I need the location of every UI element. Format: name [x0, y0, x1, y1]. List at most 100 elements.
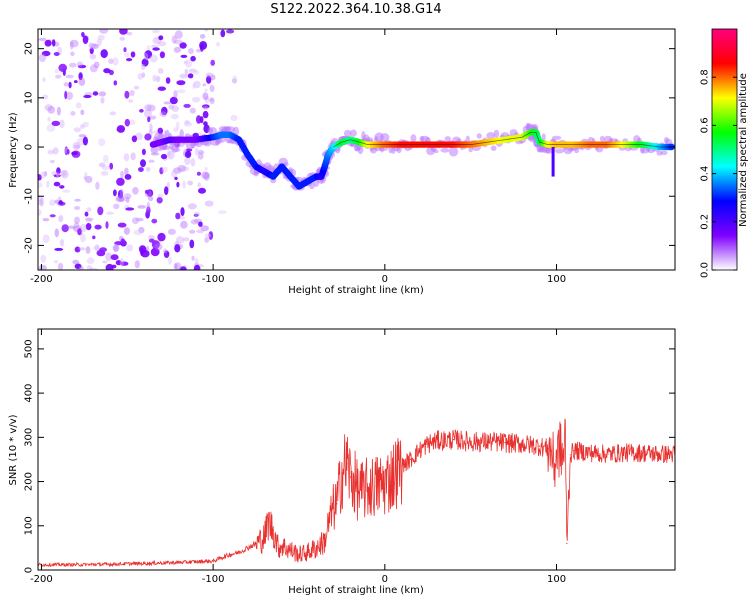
ridge-halo [541, 133, 546, 141]
noise-blob [53, 52, 60, 56]
noise-blob [96, 38, 102, 47]
noise-blob [78, 247, 86, 251]
x-tick-label: 0 [382, 274, 388, 285]
noise-blob [194, 211, 200, 217]
noise-blob [187, 73, 194, 79]
noise-blob [39, 197, 44, 207]
y-tick-label: 0 [24, 144, 35, 150]
ridge-halo [380, 133, 390, 142]
noise-blob [146, 201, 150, 211]
noise-blob [179, 266, 187, 270]
noise-blob [38, 37, 47, 42]
snr-point [349, 476, 352, 478]
noise-blob [202, 92, 209, 100]
noise-blob [113, 243, 119, 253]
noise-blob [177, 164, 187, 172]
noise-blob [184, 59, 193, 68]
noise-blob [202, 105, 209, 110]
noise-blob [190, 157, 196, 167]
snr-point [336, 503, 338, 505]
noise-blob [66, 149, 70, 155]
snr-point [143, 562, 146, 565]
noise-blob [157, 41, 167, 47]
noise-blob [167, 149, 171, 157]
snr-point [75, 564, 77, 566]
noise-blob [157, 232, 166, 242]
noise-blob [180, 166, 190, 172]
colorbar-gradient [711, 28, 738, 271]
snr-point [435, 440, 437, 442]
noise-blob [123, 153, 130, 162]
noise-blob [40, 254, 47, 263]
noise-blob [82, 121, 89, 128]
noise-blob [128, 99, 133, 103]
noise-blob [99, 29, 109, 34]
noise-blob [230, 114, 238, 122]
noise-blob [159, 51, 165, 59]
noise-blob [47, 149, 55, 155]
noise-blob [74, 206, 81, 210]
snr-point [562, 458, 565, 460]
noise-blob [192, 96, 201, 103]
noise-blob [72, 259, 80, 265]
noise-blob [41, 50, 51, 57]
noise-blob [47, 117, 51, 122]
noise-blob [70, 51, 75, 57]
noise-blob [98, 162, 106, 168]
y-tick-label: 200 [24, 472, 35, 491]
snr-point [538, 445, 541, 447]
noise-blob [144, 52, 149, 61]
noise-blob [147, 104, 156, 112]
snr-point [573, 450, 575, 452]
noise-blob [125, 196, 130, 203]
noise-blob [189, 107, 196, 114]
noise-blob [110, 254, 119, 261]
noise-blob [89, 267, 98, 270]
ridge-halo [440, 147, 450, 153]
spectrogram-y-label: Frequency (Hz) [8, 112, 19, 188]
noise-blob [206, 75, 212, 84]
noise-blob [202, 83, 206, 87]
noise-blob [119, 29, 128, 35]
noise-blob [46, 180, 50, 188]
snr-point [238, 551, 240, 553]
noise-blob [202, 104, 210, 109]
snr-point [564, 427, 566, 430]
snr-point [221, 557, 223, 559]
noise-blob [73, 80, 78, 84]
noise-blob [38, 182, 43, 188]
noise-blob [149, 115, 157, 120]
noise-blob [80, 109, 85, 116]
noise-blob [138, 167, 144, 172]
noise-blob [131, 135, 138, 143]
ridge-halo [476, 133, 482, 139]
noise-blob [114, 197, 123, 203]
noise-blob [93, 61, 100, 69]
noise-blob [176, 89, 186, 94]
noise-blob [204, 167, 208, 171]
noise-blob [140, 63, 146, 70]
noise-blob [174, 30, 183, 39]
noise-blob [68, 81, 72, 89]
noise-blob [93, 245, 100, 251]
noise-blob [134, 260, 140, 269]
noise-blob [200, 225, 209, 232]
noise-blob [58, 215, 64, 223]
noise-blob [42, 77, 46, 83]
noise-blob [124, 52, 130, 58]
frequency-ridge [149, 122, 675, 191]
noise-blob [173, 127, 179, 133]
noise-blob [82, 35, 89, 44]
noise-blob [53, 260, 59, 264]
noise-blob [218, 210, 227, 215]
noise-blob [216, 42, 220, 47]
noise-blob [141, 148, 146, 156]
noise-blob [171, 35, 177, 44]
noise-blob [210, 74, 216, 81]
noise-blob [78, 77, 86, 87]
noise-blob [141, 58, 149, 67]
snr-point [353, 481, 355, 483]
noise-blob [109, 162, 114, 170]
colorbar-tick-label: 0.6 [700, 117, 711, 133]
